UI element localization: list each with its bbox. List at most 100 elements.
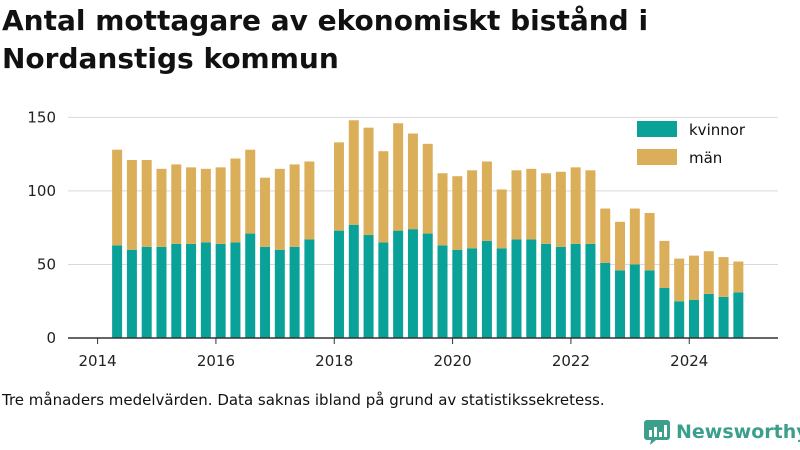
bar-kvinnor	[141, 246, 152, 338]
bar-man	[703, 251, 714, 294]
bar-man	[511, 170, 522, 240]
bar-man	[555, 171, 566, 247]
bar-kvinnor	[407, 229, 418, 338]
bar-kvinnor	[644, 270, 655, 338]
bar-man	[541, 173, 552, 244]
bar-man	[600, 208, 611, 263]
bar-kvinnor	[526, 239, 537, 338]
bar-kvinnor	[304, 239, 315, 338]
bar-man	[585, 170, 596, 244]
x-tick-label: 2020	[433, 352, 471, 370]
bar-kvinnor	[674, 301, 685, 338]
legend-swatch	[637, 121, 677, 137]
bar-kvinnor	[659, 287, 670, 338]
bar-kvinnor	[274, 249, 285, 338]
bar-kvinnor	[112, 245, 123, 338]
bar-kvinnor	[230, 242, 241, 338]
bar-man	[230, 158, 241, 243]
x-tick-label: 2022	[552, 352, 590, 370]
bar-man	[363, 127, 374, 236]
bar-man	[274, 168, 285, 250]
bar-kvinnor	[688, 299, 699, 338]
bar-kvinnor	[733, 292, 744, 338]
bar-man	[467, 170, 478, 249]
bar-man	[644, 212, 655, 271]
bar-kvinnor	[245, 233, 256, 338]
bar-man	[629, 208, 640, 265]
bar-man	[333, 142, 344, 231]
bar-man	[452, 176, 463, 250]
bar-man	[200, 168, 211, 243]
bar-kvinnor	[215, 243, 226, 338]
bar-kvinnor	[511, 239, 522, 338]
y-tick-label: 100	[27, 182, 56, 200]
chart-title: Antal mottagare av ekonomiskt bistånd i …	[2, 4, 649, 75]
bar-man	[526, 168, 537, 240]
bar-kvinnor	[496, 248, 507, 338]
bar-man	[289, 164, 300, 247]
bar-kvinnor	[541, 243, 552, 338]
bar-man	[171, 164, 182, 244]
bar-kvinnor	[452, 249, 463, 338]
bar-man	[570, 167, 581, 244]
brand-name: Newsworthy	[676, 421, 800, 443]
bar-man	[245, 149, 256, 234]
bar-kvinnor	[171, 243, 182, 338]
bar-kvinnor	[363, 235, 374, 338]
bar-man	[260, 177, 271, 247]
bar-kvinnor	[718, 296, 729, 338]
bar-kvinnor	[629, 264, 640, 338]
bar-man	[422, 143, 433, 234]
bar-man	[126, 160, 137, 250]
newsworthy-logo-icon	[644, 420, 670, 445]
bar-man	[718, 257, 729, 297]
bar-man	[674, 258, 685, 302]
bar-kvinnor	[570, 243, 581, 338]
bar-kvinnor	[378, 242, 389, 338]
bar-man	[112, 149, 123, 246]
bar-kvinnor	[289, 246, 300, 338]
bar-kvinnor	[615, 270, 626, 338]
bar-man	[615, 221, 626, 271]
bar-kvinnor	[437, 245, 448, 338]
bar-man	[733, 261, 744, 293]
bars	[112, 120, 744, 338]
y-tick-label: 0	[46, 329, 56, 347]
y-tick-label: 50	[37, 255, 56, 273]
bar-kvinnor	[348, 224, 359, 338]
bar-kvinnor	[585, 243, 596, 338]
bar-kvinnor	[186, 243, 197, 338]
bar-man	[481, 161, 492, 241]
bar-kvinnor	[200, 242, 211, 338]
y-tick-label: 150	[27, 108, 56, 126]
bar-man	[659, 240, 670, 288]
legend-label: kvinnor	[689, 121, 746, 139]
bar-man	[393, 123, 404, 231]
bar-man	[437, 173, 448, 246]
bar-man	[156, 168, 167, 247]
axes: 0 50 100 150 2014 2016 2018 2020 2022 2024	[27, 108, 778, 370]
x-tick-label: 2014	[78, 352, 116, 370]
bar-kvinnor	[260, 246, 271, 338]
bar-kvinnor	[126, 249, 137, 338]
brand: Newsworthy	[644, 418, 800, 446]
footnote: Tre månaders medelvärden. Data saknas ib…	[2, 391, 605, 409]
bar-kvinnor	[156, 246, 167, 338]
bar-kvinnor	[703, 293, 714, 338]
x-tick-label: 2018	[315, 352, 353, 370]
bar-kvinnor	[333, 230, 344, 338]
bar-man	[186, 167, 197, 244]
legend-swatch	[637, 149, 677, 165]
bar-man	[407, 133, 418, 230]
bar-man	[378, 151, 389, 243]
bar-man	[304, 161, 315, 240]
legend: kvinnor män	[637, 121, 746, 167]
bar-kvinnor	[393, 230, 404, 338]
bar-kvinnor	[467, 248, 478, 338]
bar-man	[141, 160, 152, 247]
bar-kvinnor	[600, 262, 611, 338]
bar-man	[348, 120, 359, 225]
bar-kvinnor	[422, 233, 433, 338]
bar-man	[496, 189, 507, 249]
